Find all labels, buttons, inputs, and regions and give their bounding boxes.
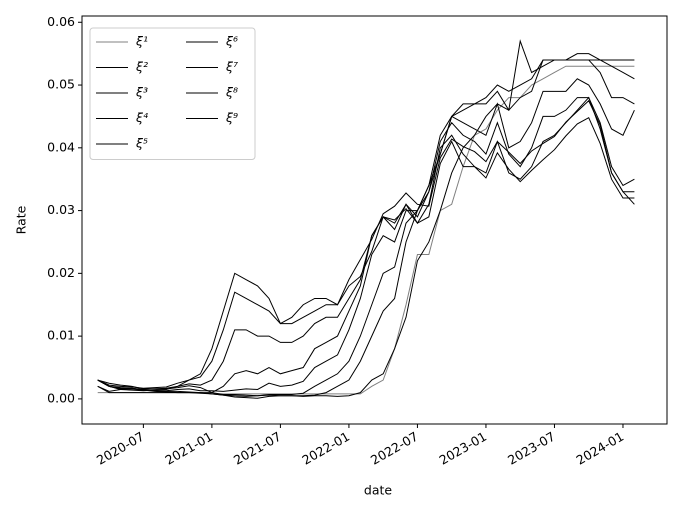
y-tick-label: 0.04 <box>47 139 75 154</box>
x-tick-label: 2022-01 <box>299 429 352 468</box>
series-line <box>97 59 635 397</box>
series-line <box>97 78 635 392</box>
series-line <box>97 96 635 390</box>
legend-box <box>89 27 256 160</box>
legend-label: ξ³ <box>135 85 148 100</box>
series-line <box>97 99 635 392</box>
y-tick-label: 0.06 <box>47 14 75 29</box>
y-tick-label: 0.01 <box>47 328 75 343</box>
legend-label: ξ¹ <box>135 34 148 49</box>
x-tick-label: 2024-01 <box>573 429 626 468</box>
x-tick-label: 2021-07 <box>231 429 284 468</box>
legend-label: ξ⁸ <box>225 85 238 100</box>
plot-frame <box>81 15 668 425</box>
x-tick-label: 2023-01 <box>436 429 489 468</box>
x-axis-label: date <box>364 483 392 498</box>
legend-label: ξ² <box>135 59 148 74</box>
y-tick-label: 0.05 <box>47 77 75 92</box>
x-tick-label: 2020-07 <box>94 429 147 468</box>
x-tick-label: 2022-07 <box>368 429 421 468</box>
legend-label: ξ⁴ <box>135 110 148 125</box>
y-axis-label: Rate <box>14 205 29 234</box>
y-tick-label: 0.02 <box>47 265 75 280</box>
legend-label: ξ⁵ <box>135 136 148 151</box>
x-tick-label: 2021-01 <box>162 429 215 468</box>
x-tick-label: 2023-07 <box>505 429 558 468</box>
legend-label: ξ⁷ <box>225 59 238 74</box>
series-line <box>97 97 635 394</box>
y-tick-label: 0.03 <box>47 202 75 217</box>
legend-label: ξ⁹ <box>225 110 238 125</box>
y-tick-label: 0.00 <box>47 390 75 405</box>
legend-label: ξ⁶ <box>225 34 238 49</box>
